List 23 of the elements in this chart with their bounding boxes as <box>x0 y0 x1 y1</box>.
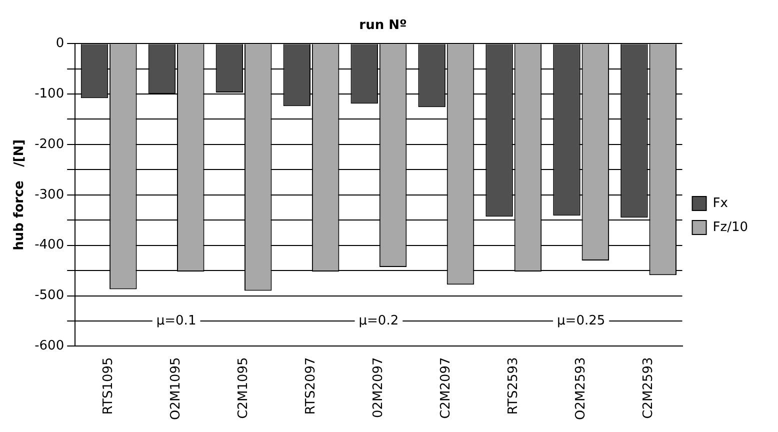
x-tick-label: C2M2593 <box>640 357 656 419</box>
x-tick-label: C2M1095 <box>236 357 252 419</box>
x-tick-label: O2M1095 <box>168 357 184 420</box>
x-tick-label: RTS1095 <box>101 357 116 415</box>
x-tick-label: 02M2097 <box>371 357 386 418</box>
y-tick-label: -200 <box>34 136 64 152</box>
y-tick-label: 0 <box>56 36 64 51</box>
x-tick-label: O2M2593 <box>573 357 588 420</box>
y-tick-label: -300 <box>34 187 64 202</box>
y-tick-label: -600 <box>34 338 64 354</box>
chart-title: run Nº <box>359 18 407 34</box>
x-tick-label: RTS2097 <box>304 357 319 415</box>
annotation: μ=0.25 <box>557 314 606 329</box>
y-tick-label: -500 <box>34 288 64 304</box>
annotation: μ=0.1 <box>156 314 196 329</box>
legend-label: Fz/10 <box>712 220 748 235</box>
y-tick-label: -100 <box>34 86 64 102</box>
annotation: μ=0.2 <box>358 314 399 329</box>
legend-label: Fx <box>712 196 728 211</box>
x-tick-label: C2M2097 <box>438 357 454 419</box>
x-tick-label: RTS2593 <box>506 357 521 415</box>
y-tick-label: -400 <box>34 238 64 253</box>
y-axis-title: hub force /[N] <box>12 139 28 250</box>
